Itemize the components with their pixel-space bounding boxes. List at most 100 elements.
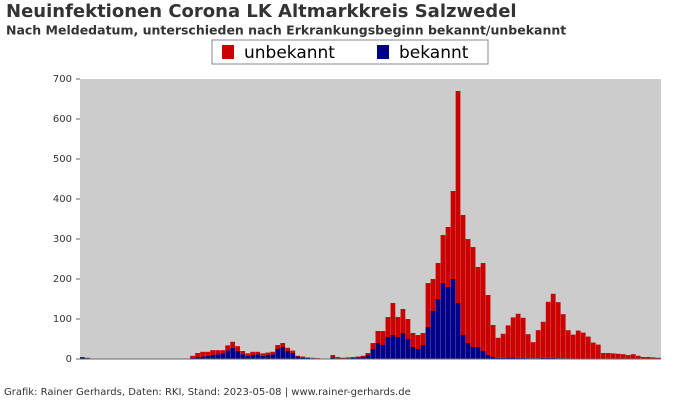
bar [485, 355, 491, 359]
bar [275, 349, 281, 359]
legend-swatch [222, 45, 234, 59]
y-tick-label: 700 [53, 74, 72, 85]
bar [570, 334, 576, 359]
bar [425, 327, 431, 359]
bar [200, 356, 205, 359]
bar [535, 330, 541, 359]
bar [195, 357, 200, 359]
y-tick-label: 500 [53, 154, 72, 165]
bar [290, 350, 296, 353]
bar [190, 357, 195, 359]
bar [210, 355, 215, 359]
bar [595, 344, 601, 359]
bar [265, 355, 271, 359]
legend-label: bekannt [399, 43, 469, 63]
bar [600, 353, 606, 359]
bar [260, 355, 266, 359]
bar [580, 332, 586, 359]
bar [630, 354, 636, 359]
bar [640, 357, 646, 359]
bar [365, 353, 371, 355]
bar [555, 302, 561, 359]
bar [505, 325, 511, 358]
bar [430, 279, 436, 311]
bar [390, 335, 396, 359]
bar [480, 351, 486, 359]
bar [290, 353, 296, 359]
bar [615, 353, 621, 359]
bar [495, 337, 501, 358]
bar [530, 342, 536, 359]
bar [400, 333, 406, 359]
bar [370, 343, 376, 349]
bar [450, 191, 456, 279]
bar [205, 355, 210, 359]
bar [245, 353, 251, 356]
bar [255, 351, 261, 355]
bar [330, 357, 336, 359]
bar [550, 293, 556, 358]
bar [380, 331, 386, 345]
bar [385, 337, 391, 359]
y-tick-label: 400 [53, 194, 72, 205]
bar [655, 357, 661, 359]
bar [375, 331, 381, 343]
bar [350, 357, 356, 358]
bar [440, 283, 446, 359]
bar [285, 351, 291, 359]
bar [405, 339, 411, 359]
bar [390, 303, 396, 335]
bar [240, 354, 246, 359]
bar [650, 357, 656, 359]
bar [510, 317, 516, 358]
bar [225, 350, 231, 359]
bar [590, 342, 596, 359]
bar [265, 352, 271, 355]
bar [415, 349, 421, 359]
bar [545, 301, 551, 358]
bar [235, 351, 241, 359]
bar [515, 313, 521, 358]
bar [370, 349, 376, 359]
bar [200, 351, 205, 357]
bar [475, 267, 481, 347]
bar [540, 357, 546, 359]
bar [500, 357, 506, 359]
bar [360, 355, 366, 357]
bar [575, 330, 581, 359]
y-tick-label: 0 [66, 354, 72, 365]
bar [300, 357, 306, 359]
bar [455, 91, 461, 303]
bar [385, 317, 391, 337]
bar [505, 357, 511, 359]
bar [480, 263, 486, 351]
bar [445, 227, 451, 287]
bar [220, 353, 225, 359]
bar [410, 347, 416, 359]
bar [360, 357, 366, 359]
bar [275, 345, 281, 349]
bar [220, 350, 225, 354]
bar [500, 333, 506, 358]
bar [420, 345, 426, 359]
footer: Grafik: Rainer Gerhards, Daten: RKI, Sta… [4, 387, 411, 398]
bar [355, 356, 361, 358]
bar [395, 317, 401, 337]
plot-area [80, 79, 661, 359]
bar [340, 357, 346, 359]
bar [445, 287, 451, 359]
bar [295, 355, 301, 357]
bar [330, 355, 336, 358]
bar [270, 354, 276, 359]
bar [520, 357, 526, 359]
bar [350, 357, 356, 359]
bar [545, 357, 551, 359]
bar [485, 295, 491, 355]
bar [525, 334, 531, 359]
legend-label: unbekannt [244, 43, 335, 63]
bar [560, 314, 566, 359]
bar [405, 319, 411, 339]
bar [230, 341, 236, 348]
bar [645, 357, 651, 359]
bar [190, 355, 195, 358]
